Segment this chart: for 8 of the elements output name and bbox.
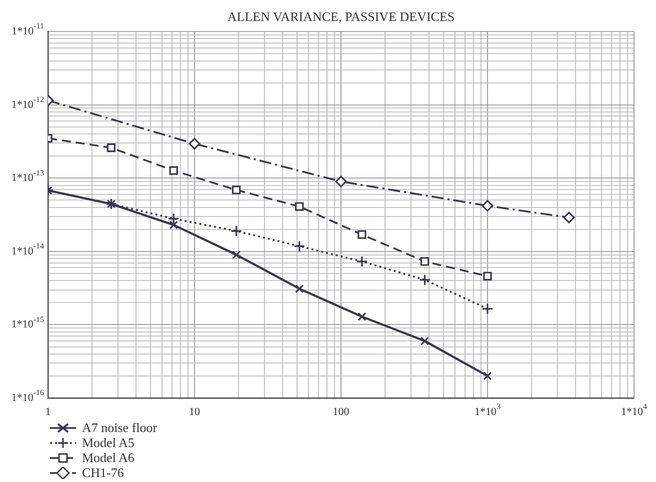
legend-label: Model A6 <box>82 450 134 465</box>
chart-title: ALLEN VARIANCE, PASSIVE DEVICES <box>227 9 455 24</box>
legend-label: Model A5 <box>82 435 134 450</box>
legend-label: CH1-76 <box>82 465 124 480</box>
x-tick-label: 100 <box>332 406 350 418</box>
x-tick-label: 1 <box>45 406 51 418</box>
legend-label: A7 noise floor <box>82 420 158 435</box>
x-tick-label: 10 <box>189 406 200 418</box>
